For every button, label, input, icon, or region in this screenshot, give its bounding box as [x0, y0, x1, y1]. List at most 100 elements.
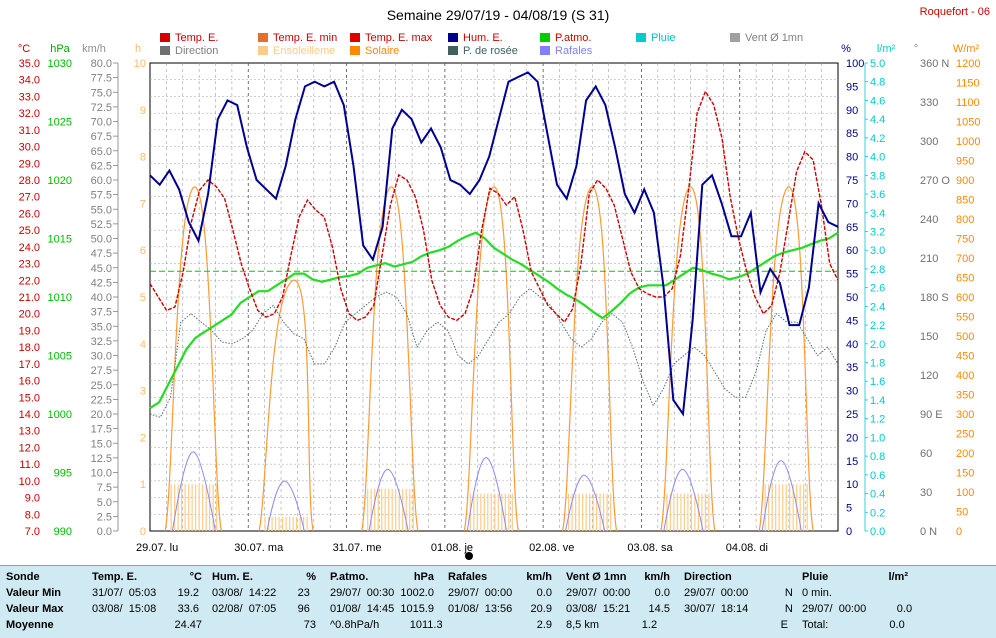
- temp-tick: 32.0: [19, 108, 40, 120]
- legend-swatch: [258, 46, 268, 55]
- legend-swatch: [540, 33, 550, 42]
- legend-label: Rafales: [555, 45, 593, 57]
- x-day-label: 01.08. je: [431, 542, 473, 554]
- row-label-sonde: Sonde: [6, 571, 40, 583]
- wind-tick: 15.0: [91, 438, 112, 450]
- legend-swatch: [636, 33, 646, 42]
- stats-table: Sonde Valeur Min Valeur Max Moyenne Temp…: [0, 565, 996, 638]
- legend-swatch: [350, 46, 360, 55]
- unit-sun: h: [135, 43, 141, 55]
- temp-tick: 18.0: [19, 342, 40, 354]
- wind-tick: 57.5: [91, 190, 112, 202]
- temp-tick: 30.0: [19, 142, 40, 154]
- temp-tick: 22.0: [19, 275, 40, 287]
- temp-tick: 23.0: [19, 259, 40, 271]
- wind-tick: 25.0: [91, 380, 112, 392]
- dir-tick: 0 N: [920, 526, 937, 538]
- legend-label: Solaire: [365, 45, 399, 57]
- dir-header: Direction: [684, 571, 732, 583]
- gust-curve: [171, 451, 216, 532]
- wind-tick: 2.5: [97, 511, 112, 523]
- dir-max: 30/07/ 18:14 N: [684, 603, 793, 615]
- sun-tick: 5: [140, 292, 146, 304]
- hum-tick: 0: [846, 526, 852, 538]
- hum-tick: 35: [846, 362, 858, 374]
- legend-label: Direction: [175, 45, 218, 57]
- stats-row-labels: Sonde Valeur Min Valeur Max Moyenne: [6, 569, 86, 633]
- temp-tick: 24.0: [19, 242, 40, 254]
- rain-tick: 1.0: [870, 432, 885, 444]
- rain-tick: 3.4: [870, 208, 885, 220]
- solar-curve: [361, 186, 419, 532]
- solar-tick: 300: [956, 409, 974, 421]
- rain-unit: l/m²: [888, 571, 908, 583]
- temp-tick: 12.0: [19, 442, 40, 454]
- hum-tick: 40: [846, 339, 858, 351]
- unit-hum: %: [841, 43, 851, 55]
- rain-tick: 2.4: [870, 301, 885, 313]
- temp-avg: 24.47: [174, 619, 202, 631]
- weather-chart: Semaine 29/07/19 - 04/08/19 (S 31) Roquef…: [18, 6, 990, 560]
- stats-col-wind: Vent Ø 1mn km/h 29/07/ 00:00 0.0 03/08/ 1…: [566, 569, 670, 633]
- wind-tick: 32.5: [91, 336, 112, 348]
- rain-tick: 4.4: [870, 114, 885, 126]
- temp-unit: °C: [189, 571, 202, 583]
- wind-tick: 52.5: [91, 219, 112, 231]
- legend-label: P. de rosée: [463, 45, 518, 57]
- legend-swatch: [540, 46, 550, 55]
- wind-tick: 10.0: [91, 468, 112, 480]
- hum-tick: 75: [846, 175, 858, 187]
- unit-wind: km/h: [82, 43, 106, 55]
- unit-temp: °C: [18, 43, 30, 55]
- rain-tick: 3.8: [870, 170, 885, 182]
- legend-label: Vent Ø 1mn: [745, 32, 803, 44]
- temp-tick: 14.0: [19, 409, 40, 421]
- chart-title: Semaine 29/07/19 - 04/08/19 (S 31): [387, 7, 610, 23]
- dir-tick: 270 O: [920, 175, 950, 187]
- wind-tick: 77.5: [91, 73, 112, 85]
- dir-tick: 90 E: [920, 409, 943, 421]
- legend-swatch: [448, 33, 458, 42]
- press-tick: 1000: [48, 409, 72, 421]
- solar-tick: 0: [956, 526, 962, 538]
- rain-tick: 5.0: [870, 58, 885, 70]
- solar-tick: 1150: [956, 78, 980, 90]
- dir-tick: 30: [920, 487, 932, 499]
- wind-tick: 50.0: [91, 234, 112, 246]
- temp-tick: 26.0: [19, 208, 40, 220]
- press-max: 01/08/ 14:45 1015.9: [330, 603, 434, 615]
- solar-tick: 50: [956, 507, 968, 519]
- stats-col-hum: Hum. E.% 03/08/ 14:22 23 02/08/ 07:05 96…: [212, 569, 316, 633]
- rain-tick: 4.0: [870, 152, 885, 164]
- sun-tick: 2: [140, 432, 146, 444]
- wind-tick: 35.0: [91, 321, 112, 333]
- rain-tick: 4.2: [870, 133, 885, 145]
- sun-tick: 1: [140, 479, 146, 491]
- sun-tick: 0: [140, 526, 146, 538]
- sun-tick: 9: [140, 105, 146, 117]
- legend-swatch: [730, 33, 740, 42]
- wind-tick: 75.0: [91, 87, 112, 99]
- press-tick: 1025: [48, 117, 72, 129]
- temp-tick: 28.0: [19, 175, 40, 187]
- solar-tick: 250: [956, 429, 974, 441]
- rain-tick: 1.8: [870, 358, 885, 370]
- wind-tick: 40.0: [91, 292, 112, 304]
- wind-tick: 72.5: [91, 102, 112, 114]
- hum-tick: 95: [846, 81, 858, 93]
- legend-swatch: [448, 46, 458, 55]
- rain-tick: 4.8: [870, 77, 885, 89]
- legend-swatch: [160, 46, 170, 55]
- wind-header: Vent Ø 1mn: [566, 571, 627, 583]
- temp-tick: 20.0: [19, 309, 40, 321]
- legend-label: Pluie: [651, 32, 675, 44]
- temp-max: 03/08/ 15:08 33.6: [92, 603, 200, 615]
- solar-tick: 100: [956, 487, 974, 499]
- solar-tick: 1000: [956, 136, 980, 148]
- legend-label: Temp. E.: [175, 32, 218, 44]
- dir-tick: 150: [920, 331, 938, 343]
- wind-tick: 30.0: [91, 351, 112, 363]
- wind-tick: 55.0: [91, 204, 112, 216]
- dir-tick: 330: [920, 97, 938, 109]
- wind-tick: 45.0: [91, 263, 112, 275]
